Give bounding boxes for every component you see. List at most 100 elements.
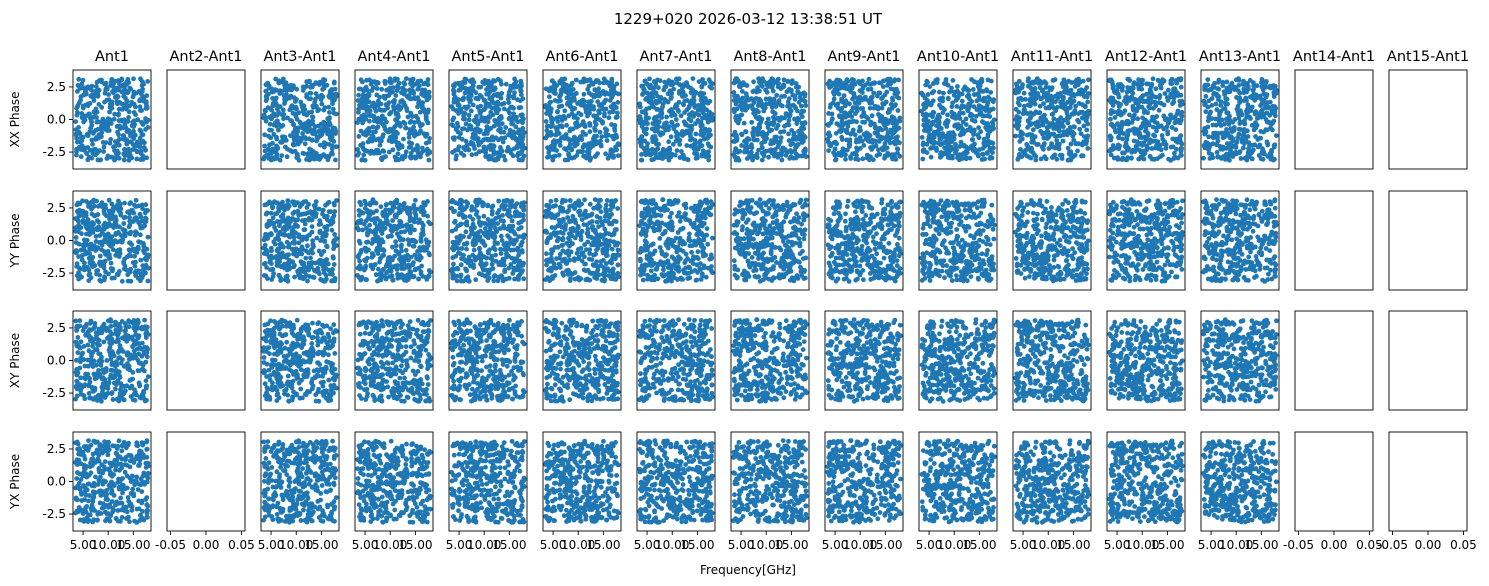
data-point (131, 89, 137, 95)
data-point (142, 140, 147, 146)
data-point (781, 84, 787, 90)
data-point (558, 98, 563, 104)
data-point (450, 123, 456, 129)
data-point (833, 157, 839, 162)
data-point (990, 123, 996, 128)
data-point (1085, 146, 1091, 151)
data-point (614, 147, 619, 153)
data-point (844, 137, 850, 143)
data-point (699, 143, 705, 149)
data-point (872, 80, 877, 86)
data-point (112, 111, 117, 117)
data-point (326, 142, 332, 147)
data-point (410, 114, 415, 119)
data-point (970, 87, 976, 92)
data-point (476, 84, 482, 90)
data-point (125, 119, 131, 124)
data-point (692, 150, 697, 156)
data-point (559, 123, 564, 129)
column-title: Ant10-Ant1 (917, 49, 999, 65)
data-point (802, 99, 808, 104)
data-point (1122, 143, 1128, 149)
data-point (924, 141, 930, 147)
data-point (392, 76, 398, 82)
data-point (301, 103, 307, 109)
data-point (277, 91, 283, 96)
data-point (302, 141, 308, 147)
data-point (115, 94, 121, 100)
data-point (891, 115, 897, 121)
data-point (799, 108, 805, 114)
data-point (959, 98, 965, 104)
data-point (109, 102, 115, 107)
data-point (689, 110, 695, 115)
data-point (857, 126, 863, 132)
data-point (516, 83, 522, 89)
data-point (1170, 144, 1176, 150)
data-point (1043, 85, 1049, 90)
data-point (1147, 140, 1152, 146)
data-point (1049, 111, 1055, 117)
data-point (309, 148, 314, 153)
data-point (766, 83, 771, 88)
data-point (123, 95, 128, 101)
data-point (518, 88, 524, 94)
data-point (76, 129, 82, 135)
data-point (396, 114, 401, 120)
data-point (840, 126, 845, 132)
data-point (839, 106, 845, 111)
data-point (467, 99, 473, 105)
data-point (976, 134, 982, 140)
data-point (682, 98, 688, 104)
data-point (553, 91, 558, 96)
data-point (971, 129, 977, 135)
data-point (451, 88, 456, 94)
data-point (474, 114, 479, 119)
data-point (1258, 109, 1264, 115)
data-point (750, 153, 756, 159)
data-point (657, 130, 662, 136)
data-point (647, 76, 652, 82)
data-point (1140, 115, 1145, 121)
data-point (144, 105, 150, 111)
column-title: Ant4-Ant1 (358, 49, 431, 65)
data-point (1125, 76, 1131, 82)
data-point (872, 130, 878, 136)
data-point (312, 99, 318, 105)
data-point (551, 116, 556, 122)
data-point (599, 103, 604, 109)
data-point (465, 127, 470, 133)
data-point (415, 95, 421, 100)
data-point (664, 80, 670, 86)
data-point (591, 113, 597, 119)
data-point (1112, 115, 1118, 120)
data-point (788, 87, 794, 93)
data-point (138, 76, 143, 82)
data-point (490, 137, 496, 143)
data-point (1135, 98, 1141, 104)
data-point (971, 118, 976, 123)
data-point (1216, 77, 1222, 83)
data-point (391, 125, 396, 131)
data-point (705, 141, 711, 147)
data-point (886, 107, 892, 112)
data-point (744, 94, 750, 99)
data-point (969, 137, 975, 143)
data-point (306, 79, 312, 85)
data-point (470, 80, 475, 86)
data-point (1021, 90, 1027, 96)
data-point (1171, 99, 1177, 105)
data-point (980, 89, 986, 94)
data-point (1124, 119, 1130, 124)
data-point (366, 93, 372, 98)
data-point (143, 116, 148, 121)
data-point (741, 120, 747, 126)
data-point (1201, 155, 1206, 161)
data-point (750, 130, 755, 135)
data-point (589, 80, 594, 85)
data-point (1179, 98, 1185, 104)
data-point (871, 144, 876, 150)
data-point (292, 127, 298, 133)
data-point (888, 135, 894, 141)
data-point (1067, 157, 1072, 163)
